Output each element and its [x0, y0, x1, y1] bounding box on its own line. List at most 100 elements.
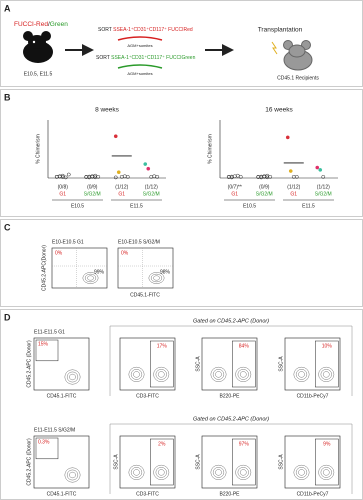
contour: [295, 467, 308, 478]
data-point: [318, 168, 323, 172]
gate-percent: 99%: [94, 269, 105, 275]
flow-plot: [117, 247, 174, 289]
gate-percent: 10%: [322, 343, 333, 349]
data-point: [146, 166, 151, 171]
contour: [133, 371, 140, 378]
gate: [35, 437, 59, 460]
contour: [130, 467, 143, 478]
x-axis-label: CD3-FITC: [136, 491, 159, 497]
y-axis-label: SSC-A: [195, 356, 201, 372]
gate-percent: 2%: [158, 441, 166, 447]
data-point: [155, 174, 160, 179]
gate: [150, 340, 174, 388]
contour: [66, 371, 79, 383]
agm-tissue: [117, 36, 163, 41]
data-point: [321, 174, 326, 179]
y-axis-label: CD45.2-APC (Donor): [26, 438, 32, 486]
contour: [128, 464, 145, 480]
flow-plot: [119, 337, 176, 391]
flow-plot: [201, 337, 258, 391]
contour: [298, 371, 305, 378]
gate-bracket: [109, 325, 353, 396]
stage-label: E10.5: [243, 203, 256, 209]
gate-percent: 84%: [239, 343, 250, 349]
contour: [239, 469, 247, 476]
contour: [212, 467, 225, 478]
flow-plot: [33, 337, 90, 391]
recipient-mouse: [271, 40, 313, 71]
x-axis-label: B220-PE: [219, 393, 240, 399]
data-point: [315, 165, 320, 170]
plot-title: E11-E11.5 G1: [34, 329, 65, 335]
x-axis-label: CD11b-PeCy7: [297, 491, 329, 497]
contour: [157, 469, 165, 476]
group-phase: S/G2/M: [84, 191, 101, 197]
panel-label: D: [4, 312, 11, 322]
group-ratio: (1/12): [115, 184, 128, 190]
plot-title: E10-E10.5 S/G2/M: [118, 239, 160, 245]
gate-percent: 0%: [55, 250, 63, 256]
group-phase: G1: [290, 191, 297, 197]
sort-line: SORT SSEA-1⁺CD31⁺CD117⁺ FUCCIRed: [98, 27, 193, 33]
contour: [153, 366, 170, 382]
flow-plot: [33, 435, 90, 489]
gate: [35, 339, 59, 362]
stage: E10.5, E11.5: [24, 71, 53, 77]
contour: [69, 373, 76, 381]
contour: [322, 469, 330, 476]
y-axis-label: SSC-A: [278, 454, 284, 470]
data-point: [285, 135, 290, 140]
contour: [239, 371, 247, 378]
contour: [293, 366, 310, 382]
data-point: [265, 175, 270, 180]
data-point: [143, 162, 148, 166]
panel-label: C: [4, 222, 11, 232]
data-point: [232, 174, 237, 179]
panel-frame: [0, 89, 363, 217]
group-ratio: (0/9): [259, 184, 270, 190]
data-point: [288, 169, 293, 173]
gate-percent: 98%: [160, 269, 171, 275]
group-phase: G1: [231, 191, 238, 197]
group-ratio: (0/7)**: [228, 184, 242, 190]
flow-plot: [284, 435, 341, 489]
x-axis-label: B220-PE: [219, 491, 240, 497]
transplant-title: Transplantation: [258, 27, 303, 34]
contour: [215, 469, 222, 476]
source-green: Green: [50, 21, 68, 28]
contour: [293, 464, 310, 480]
contour: [318, 464, 335, 480]
plot-title: E10-E10.5 G1: [52, 239, 84, 245]
group-ratio: (0/9): [87, 184, 98, 190]
contour: [318, 366, 335, 382]
contour: [82, 272, 99, 284]
gate-percent: 9%: [323, 441, 331, 447]
contour: [128, 366, 145, 382]
x-axis-label: CD45.1-FITC: [47, 491, 77, 497]
stage-label: E10.5: [71, 203, 84, 209]
contour: [210, 464, 227, 480]
recipients: CD45.1 Recipients: [277, 75, 319, 81]
flow-plot: [284, 337, 341, 391]
group-phase: S/G2/M: [315, 191, 332, 197]
gate-title: Gated on CD45.2-APC (Donor): [193, 416, 269, 422]
x-axis-label: CD45.1-FITC: [47, 393, 77, 399]
group-phase: G1: [59, 191, 66, 197]
source-red: FUCCI-Red: [14, 21, 48, 28]
contour: [295, 369, 308, 380]
contour: [237, 369, 249, 380]
contour: [237, 467, 249, 478]
sort-tissue: AGM+somites: [127, 43, 152, 48]
donor-mouse: [23, 31, 53, 63]
sort-line: SORT SSEA-1⁺CD31⁺CD117⁺ FUCCIGreen: [96, 55, 196, 61]
data-point: [113, 134, 118, 139]
data-point: [113, 175, 118, 180]
x-axis-label: CD3-FITC: [136, 393, 159, 399]
contour: [298, 469, 305, 476]
stage-label: E11.5: [302, 203, 315, 209]
contour: [322, 371, 330, 378]
agm-tissue: [117, 64, 163, 69]
flow-plot: [119, 435, 176, 489]
group-phase: S/G2/M: [143, 191, 160, 197]
